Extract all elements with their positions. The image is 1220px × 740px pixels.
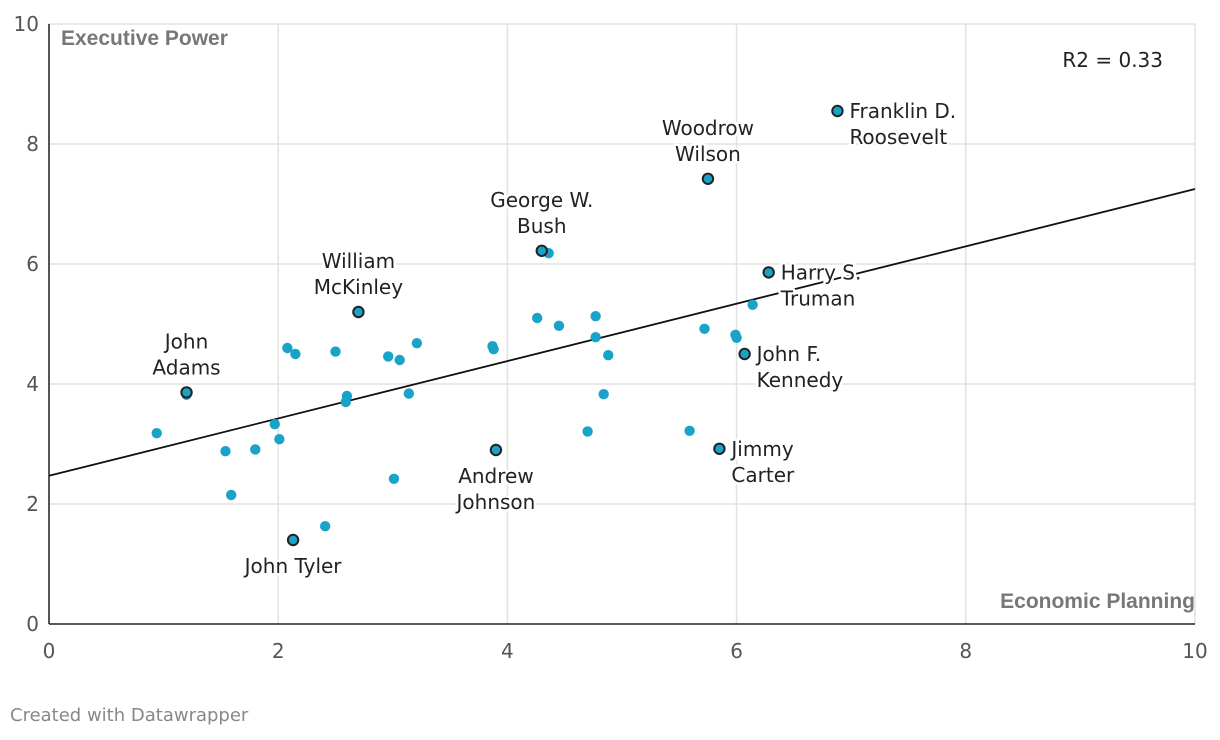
y-tick-label: 10 [14, 12, 39, 36]
data-point [226, 489, 237, 501]
data-point [388, 473, 400, 484]
data-point [731, 332, 742, 343]
point-label-halo: Johnson [455, 490, 536, 514]
x-tick-label: 8 [959, 639, 972, 663]
y-tick-label: 0 [26, 612, 39, 636]
data-point [747, 299, 758, 310]
data-point [531, 312, 543, 324]
r2-annotation: R2 = 0.33 [1062, 48, 1163, 72]
point-label-halo: Kennedy [757, 368, 844, 392]
data-point [282, 342, 293, 354]
point-label: McKinley [314, 275, 403, 299]
highlighted-point [738, 347, 751, 361]
y-tick-label: 6 [26, 252, 39, 276]
point-label-halo: Andrew [458, 464, 534, 488]
point-label: Wilson [675, 142, 741, 166]
point-label: Adams [152, 355, 220, 379]
scatter-chart: 0 2 4 6 8 10 0 2 4 6 8 10 Franklin D.Franklin D.Roo… [14, 12, 1208, 663]
highlighted-point [286, 533, 300, 547]
x-axis-title: Economic Planning [1000, 590, 1195, 613]
data-point [250, 444, 261, 455]
data-point [603, 350, 614, 361]
footer-credit: Created with Datawrapper [10, 705, 249, 726]
x-tick-label: 6 [730, 639, 743, 663]
point-label-halo: Truman [780, 286, 856, 310]
point-label-halo: John [163, 329, 209, 353]
data-point [598, 389, 609, 400]
point-label-halo: Bush [517, 214, 567, 238]
data-point [394, 354, 405, 366]
data-point [553, 320, 565, 331]
data-point [341, 390, 353, 402]
point-label-halo: Carter [731, 463, 795, 487]
x-tick-label: 10 [1182, 639, 1207, 663]
data-point [330, 346, 341, 357]
point-label-halo: Woodrow [662, 116, 754, 140]
y-tick-label: 2 [26, 492, 39, 516]
x-tick-label: 4 [501, 639, 514, 663]
point-label: Harry S. [781, 260, 862, 284]
point-label: Roosevelt [849, 125, 947, 149]
labeled-points: Franklin D.Franklin D.RooseveltRoosevelt… [150, 97, 959, 581]
data-point [699, 323, 710, 334]
data-point [383, 351, 394, 362]
highlighted-point [713, 442, 726, 455]
highlighted-point [180, 386, 193, 399]
data-point [488, 344, 499, 355]
data-point [684, 425, 695, 436]
data-point [590, 311, 601, 322]
y-tick-label: 4 [26, 372, 39, 396]
point-label: Johnson [455, 490, 536, 514]
data-point [319, 521, 331, 532]
point-label: Andrew [458, 464, 534, 488]
highlighted-point [489, 443, 503, 457]
trend-line [48, 188, 1196, 477]
point-label: Carter [731, 463, 795, 487]
y-axis-title: Executive Power [61, 27, 228, 50]
point-label-halo: Harry S. [781, 260, 862, 284]
point-label-halo: Franklin D. [849, 99, 956, 123]
point-label: William [322, 249, 395, 273]
point-label-halo: Adams [152, 355, 220, 379]
point-label-halo: Roosevelt [849, 125, 947, 149]
point-label-halo: William [322, 249, 395, 273]
point-label-halo: Wilson [675, 142, 741, 166]
point-label: Bush [517, 214, 567, 238]
data-point [274, 434, 285, 445]
point-label-halo: Jimmy [729, 437, 793, 461]
data-point [590, 332, 601, 343]
data-point [290, 348, 301, 360]
grid [48, 23, 1196, 624]
point-label: Woodrow [662, 116, 754, 140]
point-label: John Tyler [243, 554, 343, 578]
y-tick-label: 8 [26, 132, 39, 156]
point-label: Franklin D. [849, 99, 956, 123]
point-label: George W. [490, 188, 593, 212]
highlighted-point [762, 266, 775, 279]
point-label: John F. [755, 342, 822, 366]
highlighted-point [352, 305, 365, 319]
highlighted-point [535, 244, 548, 258]
point-label-halo: John Tyler [243, 554, 343, 578]
point-label: Truman [780, 286, 856, 310]
data-point [582, 426, 593, 437]
data-point [151, 428, 162, 439]
point-label: Jimmy [729, 437, 793, 461]
data-point [403, 388, 415, 399]
data-point [220, 446, 231, 457]
data-points [151, 248, 758, 532]
data-point [411, 338, 423, 349]
point-label-halo: John F. [755, 342, 822, 366]
x-tick-label: 2 [272, 639, 285, 663]
point-label: John [163, 329, 209, 353]
data-point [269, 419, 280, 430]
axes: 0 2 4 6 8 10 0 2 4 6 8 10 [14, 12, 1208, 663]
point-label: Kennedy [757, 368, 844, 392]
point-label-halo: George W. [490, 188, 593, 212]
highlighted-point [701, 172, 715, 186]
point-label-halo: McKinley [314, 275, 403, 299]
highlighted-point [831, 104, 844, 118]
x-tick-label: 0 [43, 639, 56, 663]
